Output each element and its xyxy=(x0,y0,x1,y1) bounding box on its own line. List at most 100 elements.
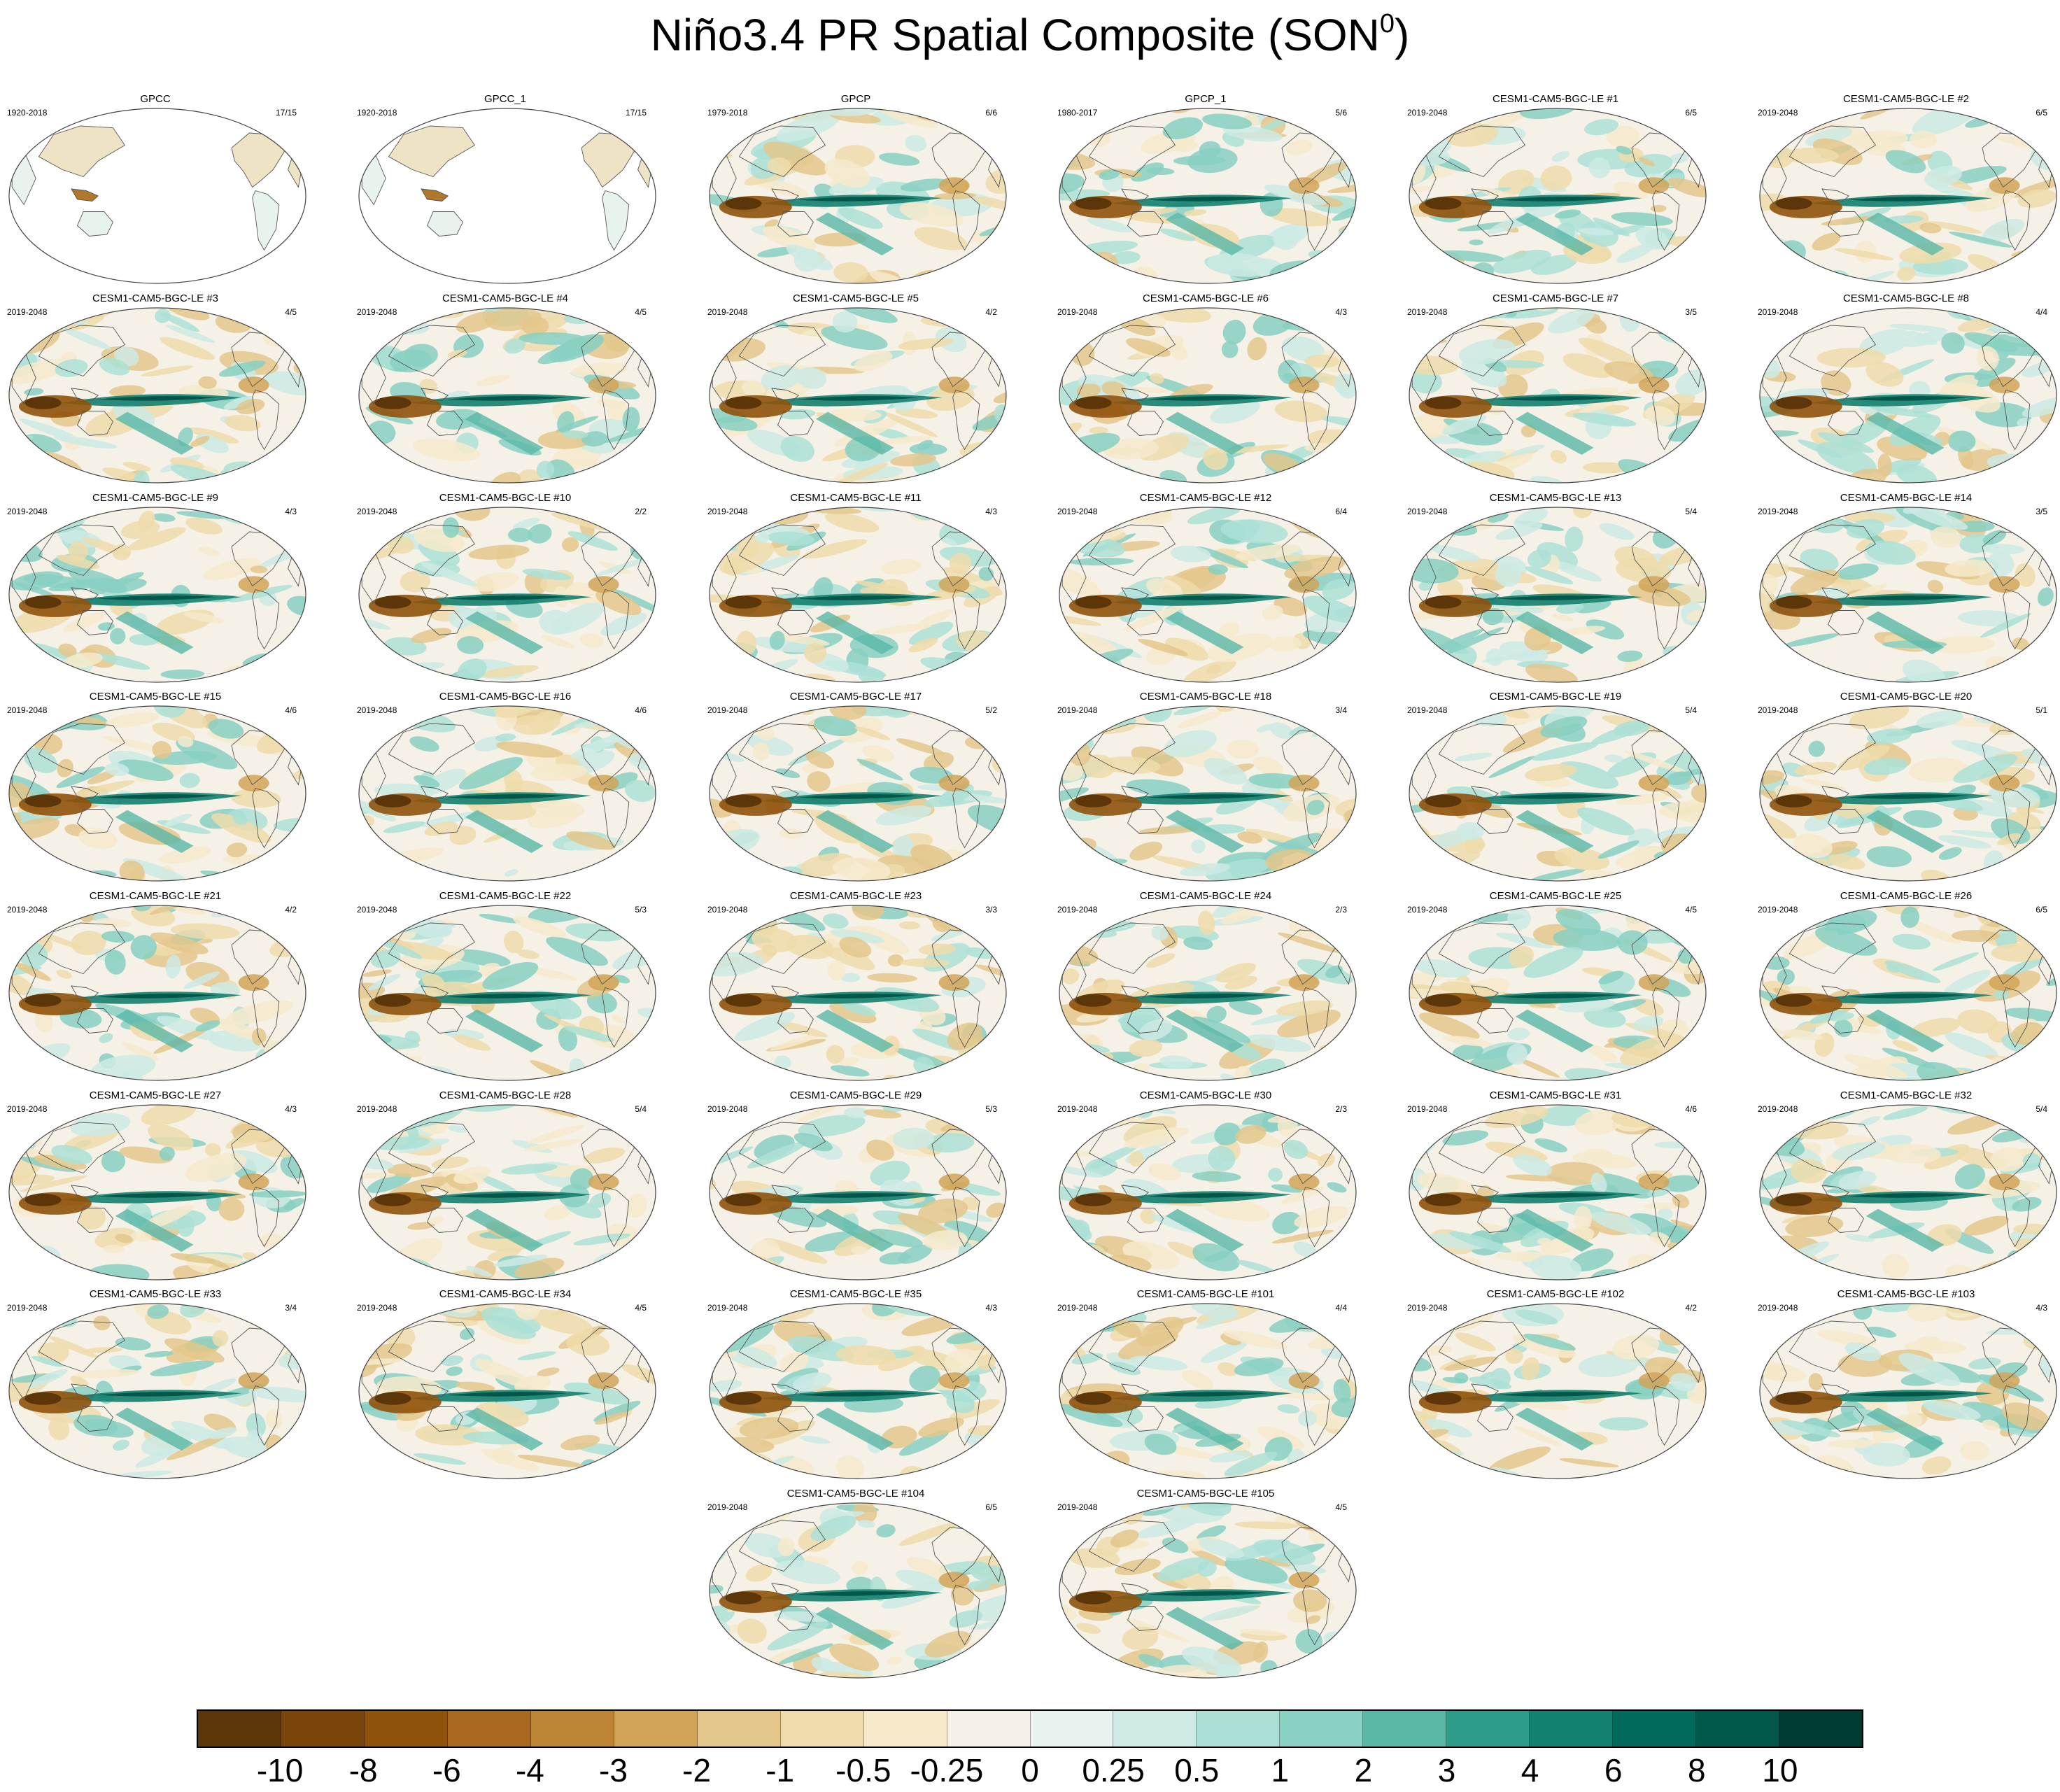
precip-anomaly-blob xyxy=(1530,476,1564,483)
coastline xyxy=(1821,388,1850,401)
precip-anomaly-blob xyxy=(1442,1376,1467,1384)
precip-anomaly-blob xyxy=(359,1358,405,1366)
panel-period: 2019-2048 xyxy=(7,905,48,915)
precip-anomaly-blob xyxy=(844,1107,869,1119)
precip-anomaly-blob xyxy=(390,349,432,373)
panel-event-count: 4/5 xyxy=(635,307,647,317)
precip-anomaly-blob xyxy=(752,928,798,952)
precip-anomaly-blob xyxy=(1103,1304,1140,1314)
precip-anomaly-blob xyxy=(159,846,211,864)
precip-anomaly-blob xyxy=(1413,959,1471,978)
precip-anomaly-blob xyxy=(1974,358,2016,381)
precip-anomaly-blob xyxy=(1521,1357,1540,1381)
precip-anomaly-blob xyxy=(164,1338,225,1363)
colorbar-tick-label: -8 xyxy=(348,1752,378,1789)
map-border xyxy=(709,108,1007,284)
map-panel: CESM1-CAM5-BGC-LE #28 2019-2048 5/4 xyxy=(351,1090,659,1287)
precip-anomaly-blob xyxy=(9,859,53,881)
precip-anomaly-blob xyxy=(1927,579,1944,593)
precip-anomaly-blob xyxy=(1199,141,1221,158)
map-field xyxy=(1409,1304,1706,1479)
precip-anomaly-blob xyxy=(1505,1174,1564,1182)
colorbar-tick-label: 3 xyxy=(1437,1752,1456,1789)
dry-anomaly-core xyxy=(725,994,762,1007)
coastline xyxy=(1652,1385,1680,1446)
panel-period: 2019-2048 xyxy=(1758,507,1798,516)
wet-anomaly-core xyxy=(1148,396,1268,401)
dry-anomaly-core xyxy=(1425,794,1462,807)
precip-anomaly-blob xyxy=(1760,811,1797,839)
precip-anomaly-blob xyxy=(1632,1015,1664,1031)
wet-anomaly-core xyxy=(1497,794,1618,799)
precip-anomaly-blob xyxy=(104,712,160,728)
wet-anomaly-core xyxy=(1497,595,1618,600)
precip-anomaly-blob xyxy=(1670,1373,1697,1392)
precip-anomaly-blob xyxy=(887,954,903,967)
precip-anomaly-blob xyxy=(1659,801,1706,820)
precip-anomaly-blob xyxy=(710,461,742,483)
wet-anomaly-core xyxy=(1848,396,1968,401)
precip-anomaly-blob xyxy=(1126,779,1190,797)
precip-anomaly-blob xyxy=(621,1364,656,1385)
precip-anomaly-blob xyxy=(1332,202,1356,221)
coastline xyxy=(771,985,800,999)
precip-anomaly-blob xyxy=(1554,209,1581,219)
map-panel: CESM1-CAM5-BGC-LE #33 2019-2048 3/4 xyxy=(1,1289,309,1486)
coastline xyxy=(1438,922,1526,975)
precip-anomaly-blob xyxy=(1865,361,1904,387)
precip-anomaly-blob xyxy=(1419,1013,1480,1040)
precip-anomaly-blob xyxy=(1234,1357,1284,1376)
map-border xyxy=(1059,705,1357,882)
precip-anomaly-blob xyxy=(78,1206,106,1230)
map-field xyxy=(1760,308,2057,483)
precip-anomaly-blob xyxy=(1210,399,1260,424)
precip-anomaly-blob xyxy=(614,907,656,929)
coastline xyxy=(1127,1008,1164,1033)
precip-anomaly-blob xyxy=(170,1253,217,1264)
precip-anomaly-blob xyxy=(978,1045,995,1071)
precip-anomaly-blob xyxy=(9,1304,35,1314)
panel-event-count: 5/2 xyxy=(985,705,997,715)
precip-anomaly-blob xyxy=(710,108,743,129)
precip-anomaly-blob xyxy=(9,706,57,724)
coastline xyxy=(1827,1406,1864,1432)
precip-anomaly-blob xyxy=(856,759,903,781)
map-field xyxy=(359,308,656,483)
panel-event-count: 17/15 xyxy=(625,108,647,118)
precip-anomaly-blob xyxy=(1144,1433,1177,1455)
map-panel: CESM1-CAM5-BGC-LE #2 2019-2048 6/5 xyxy=(1752,94,2060,291)
precip-anomaly-blob xyxy=(1409,340,1427,351)
precip-anomaly-blob xyxy=(1649,1232,1671,1246)
precip-anomaly-blob xyxy=(1583,1007,1626,1028)
wet-anomaly-diagonal xyxy=(815,611,894,655)
precip-anomaly-blob xyxy=(266,1409,283,1430)
precip-anomaly-blob xyxy=(580,633,604,648)
precip-anomaly-blob xyxy=(179,772,200,789)
precip-anomaly-blob xyxy=(1951,740,1989,754)
map-field xyxy=(1760,905,2057,1080)
panel-title: CESM1-CAM5-BGC-LE #16 xyxy=(439,691,572,703)
precip-anomaly-blob xyxy=(981,1636,1003,1659)
dry-anomaly-core xyxy=(24,1392,62,1405)
precip-anomaly-blob xyxy=(710,111,730,130)
panel-period: 2019-2048 xyxy=(1758,705,1798,715)
map-border xyxy=(8,905,306,1081)
colorbar-tick-label: -2 xyxy=(682,1752,712,1789)
coastline xyxy=(71,786,99,799)
precip-anomaly-blob xyxy=(827,960,846,980)
precip-anomaly-blob xyxy=(1070,512,1087,532)
precip-anomaly-blob xyxy=(367,712,393,737)
coastline xyxy=(38,1122,126,1174)
precip-anomaly-blob xyxy=(1258,1557,1291,1567)
colorbar-box xyxy=(947,1711,1031,1747)
map-panel: CESM1-CAM5-BGC-LE #7 2019-2048 3/5 xyxy=(1402,293,1709,491)
precip-anomaly-blob xyxy=(436,409,481,430)
precip-anomaly-blob xyxy=(185,517,223,535)
wet-anomaly-core xyxy=(97,595,218,600)
precip-anomaly-blob xyxy=(1790,1159,1827,1184)
precip-anomaly-blob xyxy=(1234,1521,1299,1530)
panel-title: GPCC xyxy=(140,93,171,105)
panel-event-count: 4/2 xyxy=(1685,1303,1697,1313)
precip-anomaly-blob xyxy=(1170,545,1211,563)
map-plot xyxy=(709,705,1007,882)
